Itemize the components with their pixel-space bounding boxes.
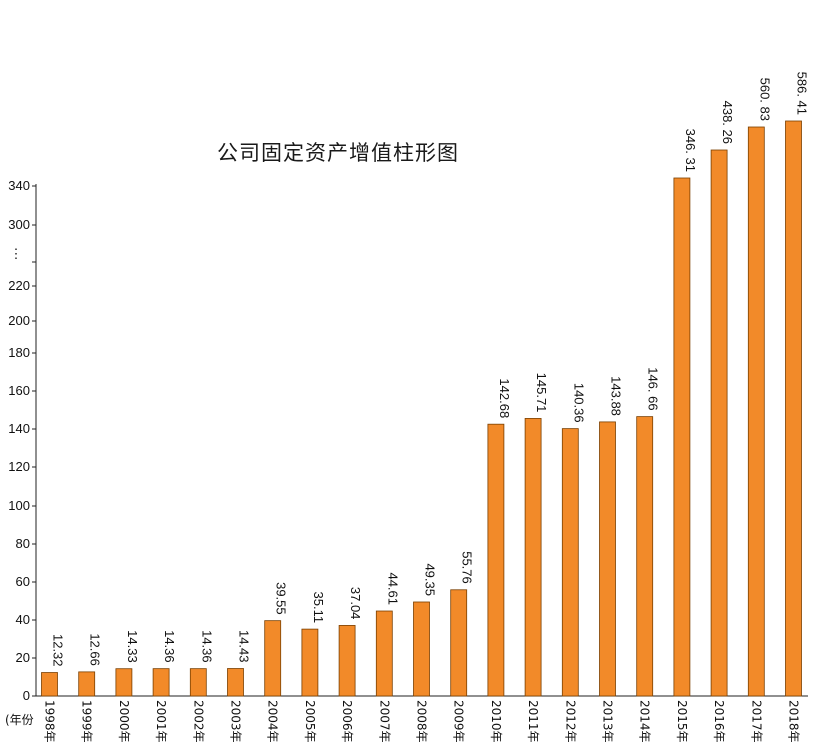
y-tick-label: 220 <box>8 278 30 293</box>
y-tick-label: 80 <box>16 536 30 551</box>
bar <box>189 668 207 697</box>
x-tick-label: 2012年 <box>563 700 577 743</box>
bar <box>524 418 542 697</box>
y-tick-label: 120 <box>8 459 30 474</box>
bar <box>375 610 393 697</box>
x-tick-label: 1998年 <box>43 700 57 743</box>
y-tick-label: 40 <box>16 612 30 627</box>
bar <box>301 628 319 697</box>
bar-value-label: 586. 41 <box>795 72 810 115</box>
x-tick-label: 2007年 <box>377 700 391 743</box>
x-tick-label: 2001年 <box>154 700 168 743</box>
x-axis-labels: 1998年 1999年 2000年 2001年 2002年 2003年 2004年 2005年… <box>43 700 801 743</box>
y-tick-label: 20 <box>16 650 30 665</box>
bar-value-label: 35.11 <box>311 592 326 624</box>
x-tick-label: 2015年 <box>675 700 689 743</box>
bar-value-label: 39.55 <box>274 582 289 615</box>
bar <box>78 671 96 697</box>
y-tick-label: 140 <box>8 421 30 436</box>
x-tick-label: 2011年 <box>526 700 540 743</box>
bar <box>561 428 579 697</box>
bar-value-label: 14.43 <box>237 630 252 663</box>
y-tick-label: 180 <box>8 345 30 360</box>
x-tick-label: 2014年 <box>638 700 652 743</box>
bar <box>673 177 691 697</box>
bar-value-label: 14.36 <box>162 630 177 663</box>
bar <box>710 149 728 697</box>
x-tick-label: 2018年 <box>787 700 801 743</box>
bar-value-label: 560. 83 <box>757 78 772 121</box>
bar <box>785 120 802 697</box>
bar <box>487 423 505 697</box>
x-tick-label: 2009年 <box>452 700 466 743</box>
bar-value-label: 146. 66 <box>646 367 661 410</box>
bar <box>338 625 356 697</box>
bar-value-label: 55.76 <box>460 551 475 584</box>
bar <box>41 672 58 697</box>
y-axis-break-marker: ⋮ <box>10 246 23 261</box>
x-tick-label: 1999年 <box>80 700 94 743</box>
y-tick-label: 200 <box>8 313 30 328</box>
x-tick-label: 2006年 <box>340 700 354 743</box>
x-axis-unit-label: (年份 <box>5 713 34 727</box>
x-tick-label: 2005年 <box>303 700 317 743</box>
bar-value-label: 14.36 <box>199 630 214 663</box>
bars: 12.32 12.66 14.33 14.36 14.36 14.43 39.55 35.11… <box>41 72 810 697</box>
bar-value-label: 37.04 <box>348 587 363 620</box>
x-tick-label: 2000年 <box>117 700 131 743</box>
y-tick-label: 300 <box>8 217 30 232</box>
chart-title: 公司固定资产增值柱形图 <box>217 141 459 165</box>
bar <box>115 668 133 697</box>
x-tick-label: 2013年 <box>601 700 615 743</box>
x-tick-label: 2010年 <box>489 700 503 743</box>
x-tick-label: 2016年 <box>712 700 726 743</box>
bar-value-label: 49.35 <box>423 563 438 596</box>
bar-value-label: 12.32 <box>51 634 66 667</box>
bar-value-label: 142.68 <box>497 378 512 418</box>
bar-value-label: 14.33 <box>125 630 140 663</box>
bar-value-label: 140.36 <box>571 383 586 423</box>
bar <box>450 589 468 697</box>
y-tick-label: 160 <box>8 383 30 398</box>
bar-value-label: 12.66 <box>88 633 103 666</box>
bar <box>636 416 654 697</box>
y-tick-label: 60 <box>16 574 30 589</box>
y-axis: 0 20 40 60 80 100 120 140 160 180 200 220 300 340 ⋮ <box>8 178 808 703</box>
y-tick-label: 0 <box>23 688 30 703</box>
y-tick-label: 100 <box>8 498 30 513</box>
x-tick-label: 2003年 <box>229 700 243 743</box>
bar <box>413 601 430 697</box>
bar-value-label: 346. 31 <box>683 129 698 172</box>
bar <box>747 126 765 697</box>
bar-value-label: 438. 26 <box>720 101 735 144</box>
x-tick-label: 2002年 <box>191 700 205 743</box>
x-tick-label: 2004年 <box>266 700 280 743</box>
bar <box>227 668 244 697</box>
bar <box>152 668 170 697</box>
bar-value-label: 44.61 <box>385 572 400 605</box>
x-tick-label: 2017年 <box>749 700 763 743</box>
bar <box>264 620 282 697</box>
y-tick-label: 340 <box>8 178 30 193</box>
x-tick-label: 2008年 <box>415 700 429 743</box>
bar-value-label: 143.88 <box>609 376 624 416</box>
bar-value-label: 145.71 <box>534 373 549 413</box>
bar <box>599 421 616 697</box>
